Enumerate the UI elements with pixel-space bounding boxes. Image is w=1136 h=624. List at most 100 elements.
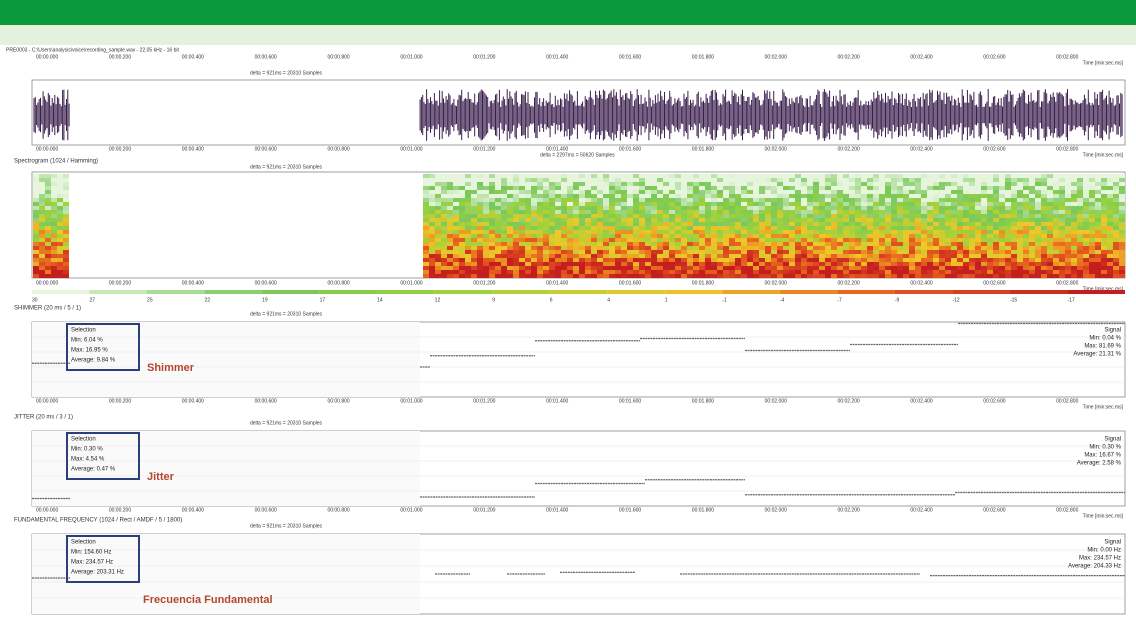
spectrogram-cell — [1053, 214, 1059, 218]
spectrogram-cell — [867, 206, 873, 210]
time-tick-label: 00:01.400 — [546, 507, 568, 513]
time-unit: Time [min:sec.ms] — [1083, 513, 1124, 519]
spectrogram-cell — [795, 242, 801, 246]
spectrogram-cell — [1059, 230, 1065, 234]
spectrogram-cell — [627, 270, 633, 274]
spectrogram-cell — [903, 222, 909, 226]
spectrogram-cell — [987, 178, 993, 182]
spectrogram-cell — [603, 210, 609, 214]
spectrogram-cell — [549, 182, 555, 186]
spectrogram-cell — [465, 198, 471, 202]
spectrogram-cell — [1101, 218, 1107, 222]
spectrogram-cell — [1113, 226, 1119, 230]
spectrogram-cell — [507, 274, 513, 278]
spectrogram-cell — [981, 230, 987, 234]
delta-label: delta = 921ms = 20310 Samples — [250, 70, 322, 76]
spectrogram-cell — [717, 270, 723, 274]
spectrogram-cell — [1065, 178, 1071, 182]
spectrogram-cell — [621, 174, 627, 178]
spectrogram-cell — [687, 258, 693, 262]
spectrogram-cell — [1053, 186, 1059, 190]
spectrogram-cell — [669, 258, 675, 262]
spectrogram-cell — [507, 254, 513, 258]
spectrogram-cell — [675, 214, 681, 218]
spectrogram-cell — [507, 222, 513, 226]
spectrogram-cell — [951, 206, 957, 210]
spectrogram-cell — [447, 258, 453, 262]
spectrogram-cell — [711, 274, 717, 278]
spectrogram-cell — [789, 178, 795, 182]
spectrogram-cell — [1035, 198, 1041, 202]
spectrogram-cell — [603, 250, 609, 254]
spectrogram-cell — [1059, 174, 1065, 178]
spectrogram-cell — [555, 202, 561, 206]
spectrogram-cell — [459, 190, 465, 194]
spectrogram-cell — [957, 258, 963, 262]
spectrogram-cell — [831, 198, 837, 202]
spectrogram-cell — [861, 218, 867, 222]
spectrogram-cell — [711, 230, 717, 234]
spectrogram-cell — [903, 230, 909, 234]
spectrogram-cell — [561, 226, 567, 230]
spectrogram-cell — [657, 178, 663, 182]
spectrogram-cell — [951, 246, 957, 250]
spectrogram-cell — [543, 274, 549, 278]
spectrogram-cell — [1083, 230, 1089, 234]
spectrogram-cell — [1095, 202, 1101, 206]
spectrogram-cell — [429, 174, 435, 178]
spectrogram-cell — [723, 206, 729, 210]
spectrogram-cell — [597, 246, 603, 250]
spectrogram-cell — [645, 194, 651, 198]
scale-label: 25 — [147, 297, 153, 303]
spectrogram-cell — [1017, 210, 1023, 214]
scale-label: -9 — [895, 297, 900, 303]
selection-stat: Max: 16.95 % — [71, 348, 108, 354]
spectrogram-cell — [453, 202, 459, 206]
spectrogram-cell — [825, 242, 831, 246]
spectrogram-cell — [849, 198, 855, 202]
spectrogram-cell — [657, 174, 663, 178]
spectrogram-cell — [537, 230, 543, 234]
time-tick-label: 00:01.800 — [692, 54, 714, 60]
spectrogram-cell — [957, 210, 963, 214]
spectrogram-cell — [459, 274, 465, 278]
spectrogram-cell — [1077, 202, 1083, 206]
spectrogram-cell — [795, 246, 801, 250]
spectrogram-cell — [723, 202, 729, 206]
spectrogram-cell — [579, 206, 585, 210]
spectrogram-cell — [813, 198, 819, 202]
spectrogram-cell — [549, 226, 555, 230]
spectrogram-cell — [1077, 210, 1083, 214]
spectrogram-cell — [603, 270, 609, 274]
spectrogram-cell — [1119, 218, 1125, 222]
spectrogram-cell — [63, 218, 69, 222]
spectrogram-cell — [765, 226, 771, 230]
spectrogram-cell — [765, 218, 771, 222]
spectrogram-cell — [531, 194, 537, 198]
spectrogram-cell — [657, 230, 663, 234]
spectrogram-cell — [597, 254, 603, 258]
spectrogram-cell — [615, 206, 621, 210]
spectrogram-cell — [447, 206, 453, 210]
spectrogram-cell — [693, 202, 699, 206]
spectrogram-cell — [855, 250, 861, 254]
spectrogram-cell — [945, 258, 951, 262]
spectrogram-cell — [573, 246, 579, 250]
spectrogram-cell — [723, 194, 729, 198]
spectrogram-cell — [1053, 258, 1059, 262]
spectrogram-cell — [735, 246, 741, 250]
spectrogram-cell — [957, 182, 963, 186]
time-tick-label: 00:00.600 — [255, 398, 277, 404]
spectrogram-cell — [867, 174, 873, 178]
spectrogram-cell — [423, 190, 429, 194]
spectrogram-cell — [459, 222, 465, 226]
spectrogram-cell — [753, 246, 759, 250]
spectrogram-cell — [627, 186, 633, 190]
spectrogram-cell — [1077, 214, 1083, 218]
spectrogram-cell — [927, 230, 933, 234]
spectrogram-cell — [843, 250, 849, 254]
spectrogram-cell — [687, 254, 693, 258]
spectrogram-cell — [495, 210, 501, 214]
spectrogram-cell — [1101, 182, 1107, 186]
spectrogram-cell — [657, 222, 663, 226]
